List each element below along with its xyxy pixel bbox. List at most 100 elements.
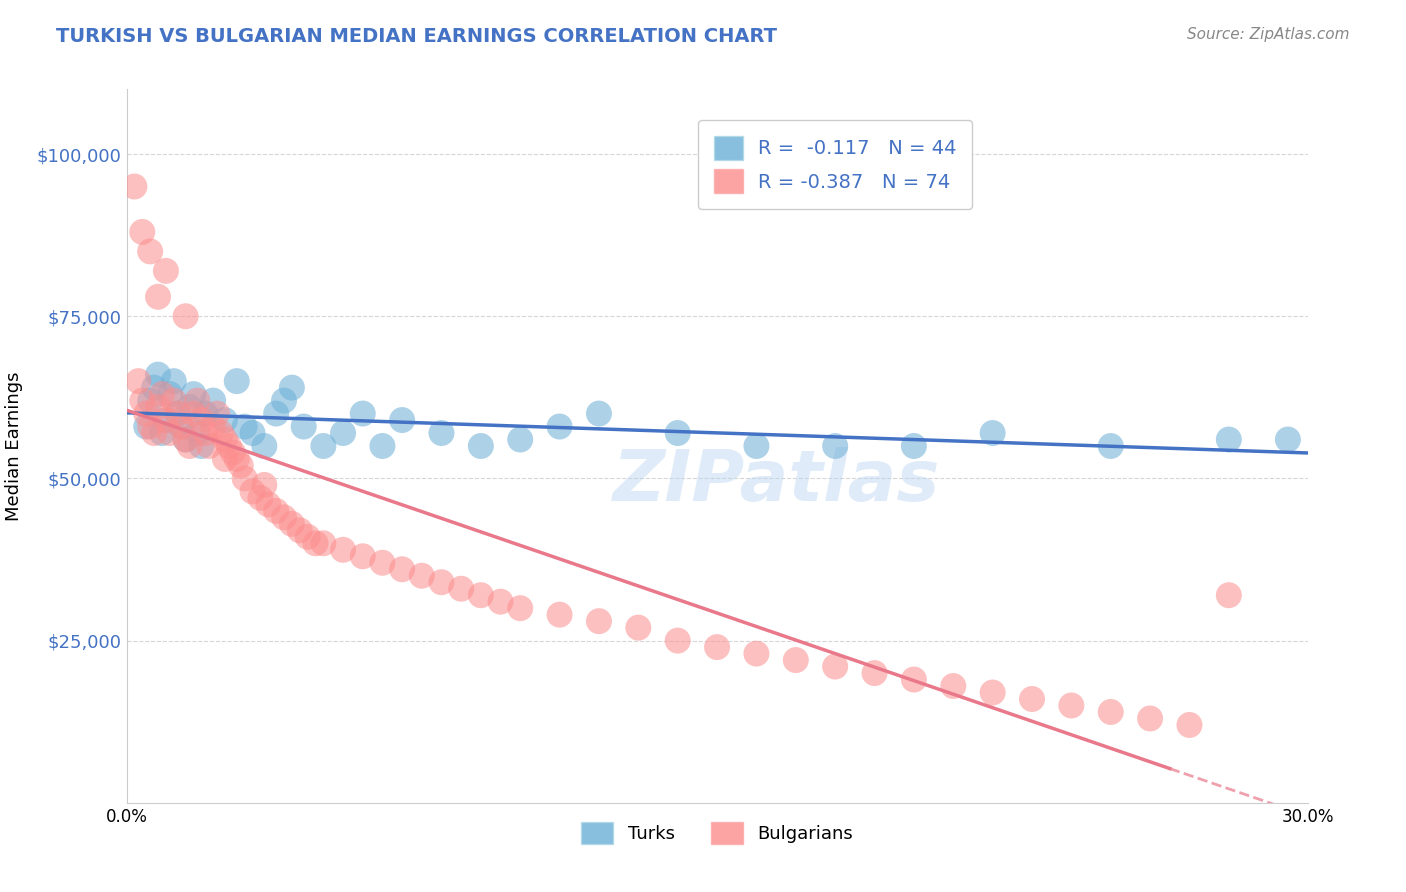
Point <box>179 400 201 414</box>
Point <box>131 393 153 408</box>
Point <box>159 387 181 401</box>
Point <box>548 607 571 622</box>
Point <box>371 556 394 570</box>
Point <box>253 478 276 492</box>
Point <box>214 452 236 467</box>
Point <box>1218 588 1240 602</box>
Point <box>391 413 413 427</box>
Point <box>139 393 162 408</box>
Point <box>281 516 304 531</box>
Point <box>135 407 157 421</box>
Point <box>411 568 433 582</box>
Point <box>124 179 146 194</box>
Point <box>225 374 247 388</box>
Point <box>666 633 689 648</box>
Point <box>194 425 217 440</box>
Point <box>214 413 236 427</box>
Point <box>163 374 186 388</box>
Point <box>1277 433 1299 447</box>
Point <box>155 413 177 427</box>
Point <box>205 407 228 421</box>
Point <box>292 419 315 434</box>
Point <box>1099 705 1122 719</box>
Point <box>863 666 886 681</box>
Point <box>202 393 225 408</box>
Point <box>391 562 413 576</box>
Point <box>159 425 181 440</box>
Point <box>264 407 287 421</box>
Text: TURKISH VS BULGARIAN MEDIAN EARNINGS CORRELATION CHART: TURKISH VS BULGARIAN MEDIAN EARNINGS COR… <box>56 27 778 45</box>
Text: Source: ZipAtlas.com: Source: ZipAtlas.com <box>1187 27 1350 42</box>
Point <box>903 673 925 687</box>
Point <box>264 504 287 518</box>
Point <box>470 588 492 602</box>
Point <box>127 374 149 388</box>
Point <box>297 530 319 544</box>
Point <box>1099 439 1122 453</box>
Point <box>150 387 173 401</box>
Point <box>166 407 188 421</box>
Point <box>1178 718 1201 732</box>
Point <box>824 439 846 453</box>
Point <box>229 458 252 473</box>
Point <box>430 575 453 590</box>
Point <box>190 439 212 453</box>
Point <box>183 407 205 421</box>
Point <box>312 536 335 550</box>
Point <box>304 536 326 550</box>
Point <box>174 433 197 447</box>
Point <box>242 484 264 499</box>
Point <box>1218 433 1240 447</box>
Point <box>785 653 807 667</box>
Point <box>666 425 689 440</box>
Point <box>253 439 276 453</box>
Point <box>146 400 169 414</box>
Point <box>281 381 304 395</box>
Point <box>249 491 271 505</box>
Point <box>174 433 197 447</box>
Point <box>222 445 245 459</box>
Point <box>242 425 264 440</box>
Point <box>981 685 1004 699</box>
Point <box>1021 692 1043 706</box>
Point <box>745 439 768 453</box>
Point <box>174 310 197 324</box>
Point <box>155 413 177 427</box>
Point <box>273 510 295 524</box>
Point <box>257 497 280 511</box>
Point <box>450 582 472 596</box>
Point <box>312 439 335 453</box>
Point <box>489 595 512 609</box>
Point <box>745 647 768 661</box>
Point <box>470 439 492 453</box>
Point <box>202 419 225 434</box>
Point <box>371 439 394 453</box>
Point <box>233 471 256 485</box>
Point <box>190 413 212 427</box>
Point <box>135 419 157 434</box>
Y-axis label: Median Earnings: Median Earnings <box>4 371 22 521</box>
Point <box>273 393 295 408</box>
Point <box>706 640 728 654</box>
Point <box>209 425 232 440</box>
Point <box>179 439 201 453</box>
Point <box>233 419 256 434</box>
Point <box>981 425 1004 440</box>
Point <box>548 419 571 434</box>
Point <box>198 439 221 453</box>
Point <box>627 621 650 635</box>
Point <box>146 368 169 382</box>
Point <box>143 381 166 395</box>
Point <box>170 419 193 434</box>
Point <box>588 407 610 421</box>
Point <box>146 290 169 304</box>
Point <box>942 679 965 693</box>
Point <box>1060 698 1083 713</box>
Text: ZIPatlas: ZIPatlas <box>613 447 939 516</box>
Point <box>352 549 374 564</box>
Point <box>588 614 610 628</box>
Point <box>131 225 153 239</box>
Point <box>183 387 205 401</box>
Point <box>824 659 846 673</box>
Point <box>509 601 531 615</box>
